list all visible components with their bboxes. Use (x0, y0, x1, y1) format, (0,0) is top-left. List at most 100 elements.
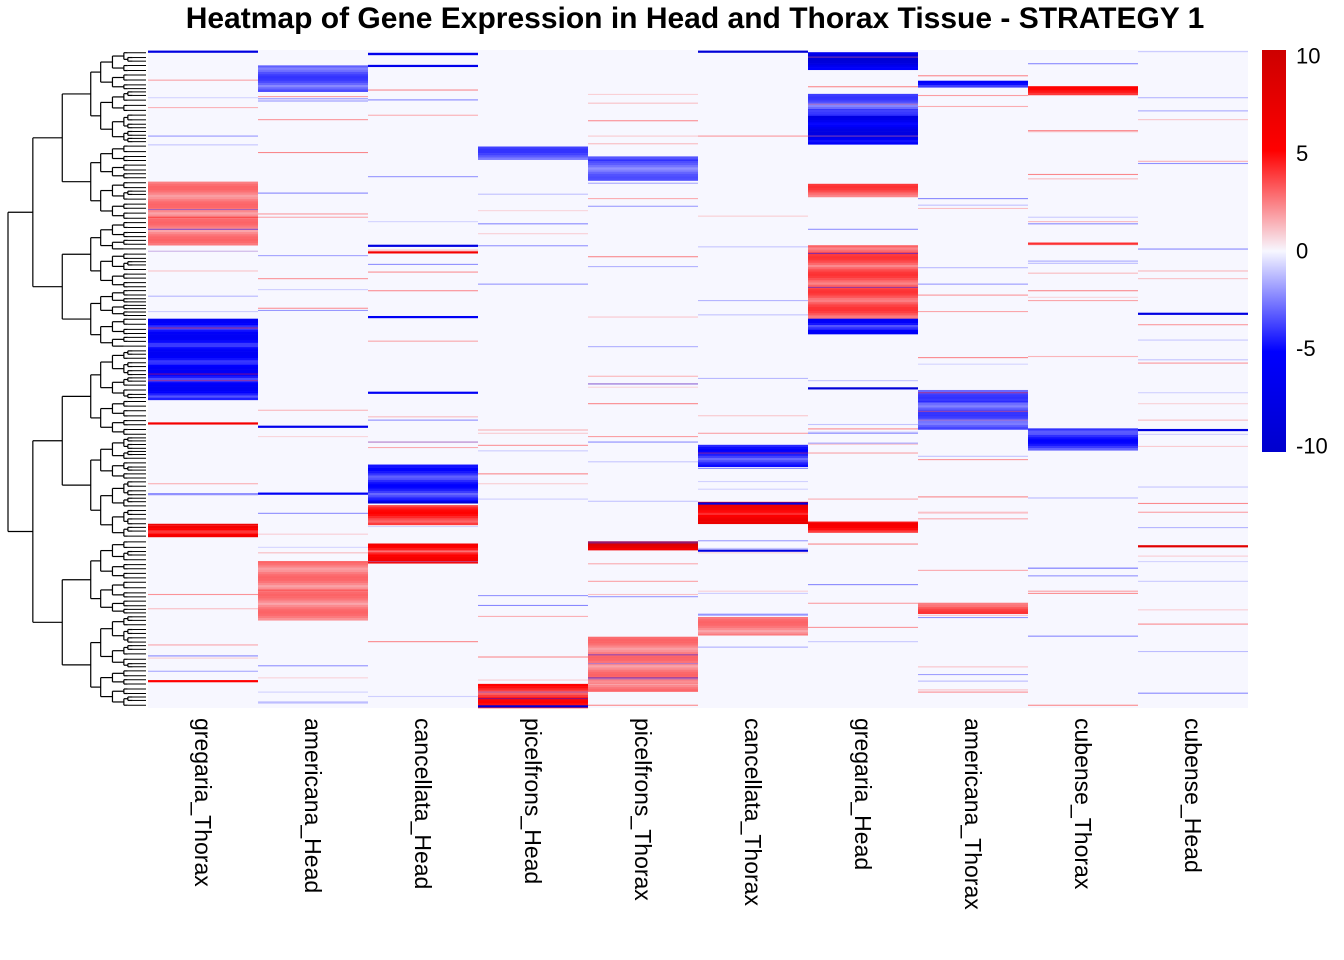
heatmap-cell-block (698, 506, 808, 509)
heatmap-stripe (1138, 339, 1248, 341)
heatmap-stripe (588, 205, 698, 207)
heatmap-cell-block (148, 362, 258, 366)
heatmap-cell-block (588, 656, 698, 659)
heatmap-stripe (368, 525, 478, 528)
column-label: cubense_Thorax (1070, 718, 1096, 890)
heatmap-cell-block (148, 192, 258, 196)
heatmap-cell-block (918, 609, 1028, 612)
heatmap-stripe (588, 542, 698, 544)
heatmap-line (148, 50, 258, 53)
heatmap-cell-block (368, 516, 478, 519)
heatmap-stripe (698, 540, 808, 542)
heatmap-cell-block (148, 216, 258, 220)
heatmap-stripe (1028, 221, 1138, 223)
heatmap-cell-block (808, 267, 918, 270)
heatmap-line (148, 422, 258, 425)
heatmap-stripe (918, 392, 1028, 394)
heatmap-cell-block (808, 60, 918, 64)
heatmap-cell-block (148, 338, 258, 341)
heatmap-stripe (698, 634, 808, 636)
heatmap-cell-block (478, 150, 588, 154)
heatmap-cell-block (1028, 432, 1138, 436)
heatmap-cell-block (1028, 430, 1138, 434)
heatmap-cell-block (588, 663, 698, 666)
heatmap-stripe (258, 98, 368, 100)
heatmap-stripe (258, 512, 368, 514)
heatmap-stripe (368, 176, 478, 178)
heatmap-stripe (1028, 262, 1138, 264)
heatmap-cell-block (918, 400, 1028, 404)
heatmap-stripe (1138, 362, 1248, 364)
heatmap-stripe (478, 691, 588, 693)
heatmap-cell-block (258, 582, 368, 586)
heatmap-cell-block (368, 505, 478, 508)
heatmap-cell-block (1028, 439, 1138, 442)
heatmap-stripe (698, 246, 808, 248)
heatmap-cell-block (808, 302, 918, 305)
heatmap-cell-block (368, 484, 478, 487)
heatmap-stripe (368, 99, 478, 101)
heatmap-stripe (808, 86, 918, 88)
heatmap-stripe (588, 441, 698, 443)
heatmap-stripe (808, 56, 918, 58)
heatmap-cell-block (808, 122, 918, 125)
heatmap-cell-block (258, 80, 368, 84)
heatmap-stripe (918, 283, 1028, 285)
heatmap-cell-block (808, 185, 918, 189)
heatmap-stripe (588, 500, 698, 502)
heatmap-line (1138, 545, 1248, 548)
heatmap-cell-block (258, 65, 368, 68)
heatmap-stripe (148, 655, 258, 657)
heatmap-cell-block (808, 315, 918, 318)
heatmap-stripe (808, 641, 918, 643)
heatmap-cell-block (918, 427, 1028, 430)
heatmap-stripe (808, 432, 918, 434)
heatmap-stripe (808, 228, 918, 230)
heatmap-cell-block (588, 660, 698, 664)
heatmap-stripe (1028, 130, 1138, 132)
heatmap-cell-block (918, 604, 1028, 608)
heatmap-cell-block (148, 349, 258, 352)
heatmap-stripe (918, 294, 1028, 296)
heatmap-cell-block (148, 190, 258, 193)
heatmap-cell-block (258, 561, 368, 564)
heatmap-cell-block (148, 205, 258, 209)
heatmap-cell-block (148, 366, 258, 370)
heatmap-cell-block (148, 342, 258, 346)
heatmap-stripe (1138, 110, 1248, 112)
heatmap-stripe (918, 459, 1028, 461)
heatmap-cell-block (368, 486, 478, 489)
heatmap-line (368, 64, 478, 68)
heatmap-cell-block (918, 414, 1028, 417)
column-label: gregaria_Thorax (190, 718, 216, 887)
heatmap-cell-block (148, 377, 258, 381)
heatmap-cell-block (588, 176, 698, 179)
heatmap-cell-block (368, 468, 478, 472)
heatmap-stripe (918, 400, 1028, 403)
legend-tick-label: -5 (1296, 336, 1316, 361)
heatmap-cell-block (588, 156, 698, 159)
heatmap-cell-block (808, 192, 918, 196)
heatmap-stripe (1028, 63, 1138, 65)
heatmap-stripe (1028, 173, 1138, 176)
heatmap-cell-block (808, 284, 918, 288)
heatmap-stripe (258, 691, 368, 693)
legend-tick-label: 5 (1296, 141, 1308, 166)
heatmap-stripe (918, 511, 1028, 513)
heatmap-cell-block (808, 104, 918, 108)
heatmap-stripe (918, 363, 1028, 365)
heatmap-cell-block (808, 258, 918, 261)
heatmap-cell-block (918, 392, 1028, 395)
column-label: americana_Head (300, 718, 326, 893)
heatmap-cell-block (808, 100, 918, 103)
heatmap-cell-block (368, 495, 478, 498)
heatmap-cell-block (808, 120, 918, 123)
heatmap-cell-block (808, 523, 918, 527)
heatmap-stripe (1138, 419, 1248, 421)
heatmap-cell-block (148, 386, 258, 390)
heatmap-cell-block (808, 329, 918, 333)
heatmap-cell-block (808, 111, 918, 114)
heatmap-cell-block (148, 234, 258, 237)
heatmap-stripe (368, 114, 478, 116)
heatmap-stripe (918, 267, 1028, 269)
